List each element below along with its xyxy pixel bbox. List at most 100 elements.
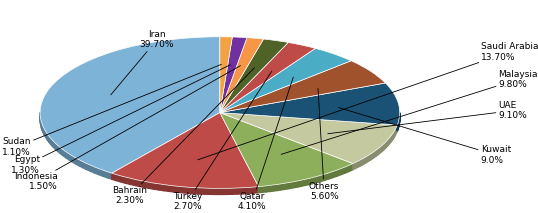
Polygon shape [360, 159, 362, 166]
Polygon shape [312, 177, 315, 184]
Polygon shape [237, 188, 243, 194]
Polygon shape [321, 174, 324, 181]
Polygon shape [148, 182, 154, 189]
Polygon shape [116, 174, 121, 182]
Wedge shape [220, 38, 264, 113]
Polygon shape [185, 187, 189, 193]
Polygon shape [370, 153, 372, 160]
Polygon shape [144, 181, 148, 188]
Polygon shape [387, 140, 388, 147]
Wedge shape [220, 113, 353, 187]
Polygon shape [44, 127, 45, 135]
Wedge shape [40, 37, 220, 173]
Text: UAE
9.10%: UAE 9.10% [328, 101, 527, 134]
Wedge shape [112, 113, 259, 188]
Polygon shape [374, 150, 376, 158]
Polygon shape [232, 188, 237, 194]
Polygon shape [248, 187, 253, 194]
Polygon shape [60, 148, 63, 156]
Wedge shape [220, 39, 288, 113]
Polygon shape [174, 186, 179, 193]
Wedge shape [220, 37, 232, 113]
Polygon shape [263, 186, 266, 192]
Polygon shape [72, 156, 75, 164]
Polygon shape [266, 186, 270, 192]
Polygon shape [277, 184, 281, 190]
Wedge shape [220, 61, 385, 113]
Polygon shape [305, 178, 308, 185]
Polygon shape [98, 168, 103, 176]
Polygon shape [103, 170, 107, 178]
Polygon shape [356, 161, 358, 168]
Polygon shape [259, 186, 263, 193]
Wedge shape [220, 83, 400, 125]
Polygon shape [139, 180, 144, 187]
Polygon shape [79, 160, 83, 168]
Polygon shape [318, 175, 321, 182]
Polygon shape [90, 165, 94, 173]
Polygon shape [358, 160, 360, 167]
Polygon shape [379, 146, 381, 154]
Polygon shape [94, 167, 98, 175]
Polygon shape [350, 164, 353, 171]
Polygon shape [51, 139, 53, 147]
Text: Saudi Arabia
13.70%: Saudi Arabia 13.70% [197, 42, 538, 160]
Polygon shape [385, 141, 387, 148]
Polygon shape [391, 135, 392, 143]
Polygon shape [69, 154, 72, 162]
Polygon shape [345, 166, 348, 173]
Polygon shape [337, 169, 339, 176]
Polygon shape [189, 187, 195, 194]
Polygon shape [291, 181, 295, 188]
Polygon shape [298, 180, 302, 187]
Polygon shape [281, 183, 284, 190]
Polygon shape [87, 163, 90, 171]
Polygon shape [348, 165, 350, 172]
Polygon shape [227, 188, 232, 194]
Polygon shape [53, 141, 55, 149]
Polygon shape [75, 158, 79, 166]
Text: Iran
39.70%: Iran 39.70% [111, 30, 174, 95]
Polygon shape [134, 179, 139, 186]
Polygon shape [388, 138, 390, 145]
Polygon shape [41, 122, 43, 131]
Wedge shape [220, 48, 351, 113]
Polygon shape [46, 132, 47, 140]
Polygon shape [383, 144, 384, 151]
Polygon shape [328, 172, 331, 179]
Polygon shape [364, 157, 366, 164]
Polygon shape [315, 176, 318, 183]
Polygon shape [58, 145, 60, 154]
Polygon shape [339, 168, 342, 175]
Polygon shape [284, 183, 288, 189]
Polygon shape [331, 171, 334, 178]
Wedge shape [220, 113, 397, 164]
Text: Indonesia
1.50%: Indonesia 1.50% [15, 66, 240, 191]
Polygon shape [308, 178, 312, 185]
Polygon shape [206, 188, 211, 194]
Polygon shape [378, 148, 379, 155]
Text: Malaysia
9.80%: Malaysia 9.80% [281, 69, 538, 154]
Polygon shape [125, 177, 130, 184]
Text: Egypt
1.30%: Egypt 1.30% [11, 65, 230, 175]
Wedge shape [220, 42, 315, 113]
Polygon shape [288, 182, 291, 189]
Polygon shape [49, 136, 51, 145]
Polygon shape [342, 167, 345, 174]
Polygon shape [222, 188, 227, 194]
Polygon shape [47, 134, 49, 142]
Polygon shape [393, 131, 394, 138]
Polygon shape [253, 187, 259, 193]
Polygon shape [392, 134, 393, 141]
Polygon shape [353, 163, 356, 170]
Polygon shape [164, 185, 169, 191]
Polygon shape [394, 130, 395, 137]
Text: Bahrain
2.30%: Bahrain 2.30% [112, 68, 254, 205]
Text: Sudan
1.10%: Sudan 1.10% [2, 64, 221, 157]
Text: Kuwait
9.0%: Kuwait 9.0% [338, 108, 511, 165]
Polygon shape [195, 188, 200, 194]
Polygon shape [376, 149, 378, 156]
Polygon shape [273, 184, 277, 191]
Polygon shape [324, 173, 328, 180]
Polygon shape [396, 127, 397, 134]
